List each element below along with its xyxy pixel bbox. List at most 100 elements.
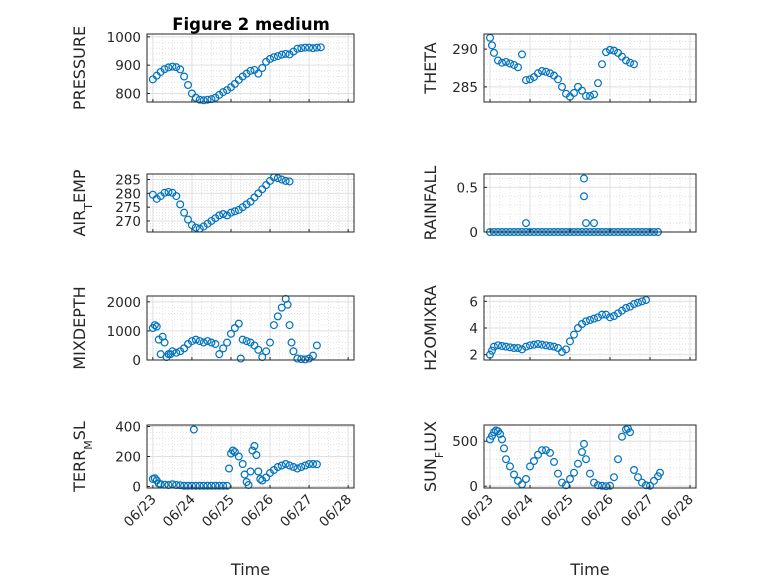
- data-point: [254, 345, 263, 354]
- data-point: [160, 65, 169, 74]
- data-point: [513, 344, 522, 353]
- subplot-p0: 800 900 1000 PRESSURE: [70, 26, 355, 110]
- data-point: [258, 63, 267, 72]
- data-point: [287, 338, 296, 347]
- y-tick-label: 0.5: [457, 180, 478, 196]
- data-point: [637, 478, 646, 487]
- data-point: [266, 338, 275, 347]
- data-point: [541, 341, 550, 350]
- data-point: [180, 208, 189, 217]
- subplot-p5: 2 4 6 H2OMIXRA: [421, 285, 697, 371]
- data-point: [502, 455, 511, 464]
- data-point: [613, 309, 622, 318]
- data-point: [176, 65, 185, 74]
- data-point: [613, 455, 622, 464]
- y-tick-label: 280: [115, 186, 141, 202]
- data-point: [589, 314, 598, 323]
- data-point: [597, 481, 606, 490]
- y-tick-label: 285: [115, 173, 141, 189]
- data-point: [581, 219, 590, 228]
- data-point: [273, 52, 282, 61]
- data-point: [609, 46, 618, 55]
- y-axis-label: SUNFLUX: [421, 421, 446, 492]
- data-point: [172, 192, 181, 201]
- data-point: [228, 446, 237, 455]
- data-point: [577, 448, 586, 457]
- data-point: [553, 75, 562, 84]
- data-point: [517, 50, 526, 59]
- data-point: [521, 475, 530, 484]
- data-point: [203, 337, 212, 346]
- data-point: [293, 464, 302, 473]
- data-point: [593, 79, 602, 88]
- data-point: [617, 432, 626, 441]
- data-point: [605, 45, 614, 54]
- data-point: [172, 63, 181, 72]
- data-point: [180, 72, 189, 81]
- data-point: [277, 175, 286, 184]
- y-axis-label: TERRMSL: [70, 421, 95, 493]
- data-point: [525, 75, 534, 84]
- data-point: [305, 43, 314, 52]
- data-point: [219, 88, 228, 97]
- data-point: [189, 425, 198, 434]
- data-point: [195, 337, 204, 346]
- y-tick-label: 0: [469, 479, 478, 495]
- data-point: [285, 461, 294, 470]
- data-point: [490, 48, 499, 57]
- data-point: [529, 340, 538, 349]
- data-point: [219, 481, 228, 490]
- data-point: [191, 223, 200, 232]
- data-point: [195, 95, 204, 104]
- data-point: [283, 300, 292, 309]
- data-point: [301, 43, 310, 52]
- data-point: [199, 96, 208, 105]
- data-point: [242, 337, 251, 346]
- data-point: [285, 177, 294, 186]
- data-point: [230, 207, 239, 216]
- data-point: [521, 76, 530, 85]
- data-point: [269, 321, 278, 330]
- data-point: [533, 69, 542, 78]
- data-point: [637, 297, 646, 306]
- data-point: [537, 340, 546, 349]
- subplot-p3: 0 0.5 RAINFALL: [421, 166, 697, 241]
- data-point: [297, 44, 306, 53]
- data-point: [494, 56, 503, 65]
- data-point: [164, 187, 173, 196]
- axes-box: [146, 173, 355, 233]
- data-point: [250, 341, 259, 350]
- axes-box: [483, 173, 697, 233]
- data-point: [187, 337, 196, 346]
- data-point: [305, 460, 314, 469]
- data-point: [517, 345, 526, 354]
- data-point: [207, 338, 216, 347]
- y-tick-label: 0: [132, 480, 141, 496]
- data-point: [521, 342, 530, 351]
- data-point: [549, 457, 558, 466]
- data-point: [293, 354, 302, 363]
- data-point: [488, 41, 497, 50]
- data-point: [579, 174, 588, 183]
- data-point: [269, 53, 278, 62]
- data-point: [498, 58, 507, 67]
- data-point: [308, 460, 317, 469]
- data-point: [277, 461, 286, 470]
- data-point: [234, 319, 243, 328]
- data-point: [498, 342, 507, 351]
- y-tick-label: 1000: [107, 324, 141, 340]
- data-point: [223, 481, 232, 490]
- data-point: [312, 341, 321, 350]
- y-tick-label: 290: [452, 42, 478, 58]
- data-point: [629, 300, 638, 309]
- y-tick-label: 270: [115, 214, 141, 230]
- axes-box: [483, 33, 697, 103]
- data-point: [585, 316, 594, 325]
- data-point: [207, 481, 216, 490]
- data-point: [557, 82, 566, 91]
- axes-box: [483, 424, 697, 489]
- data-point: [549, 342, 558, 351]
- data-point: [565, 475, 574, 484]
- data-point: [238, 460, 247, 469]
